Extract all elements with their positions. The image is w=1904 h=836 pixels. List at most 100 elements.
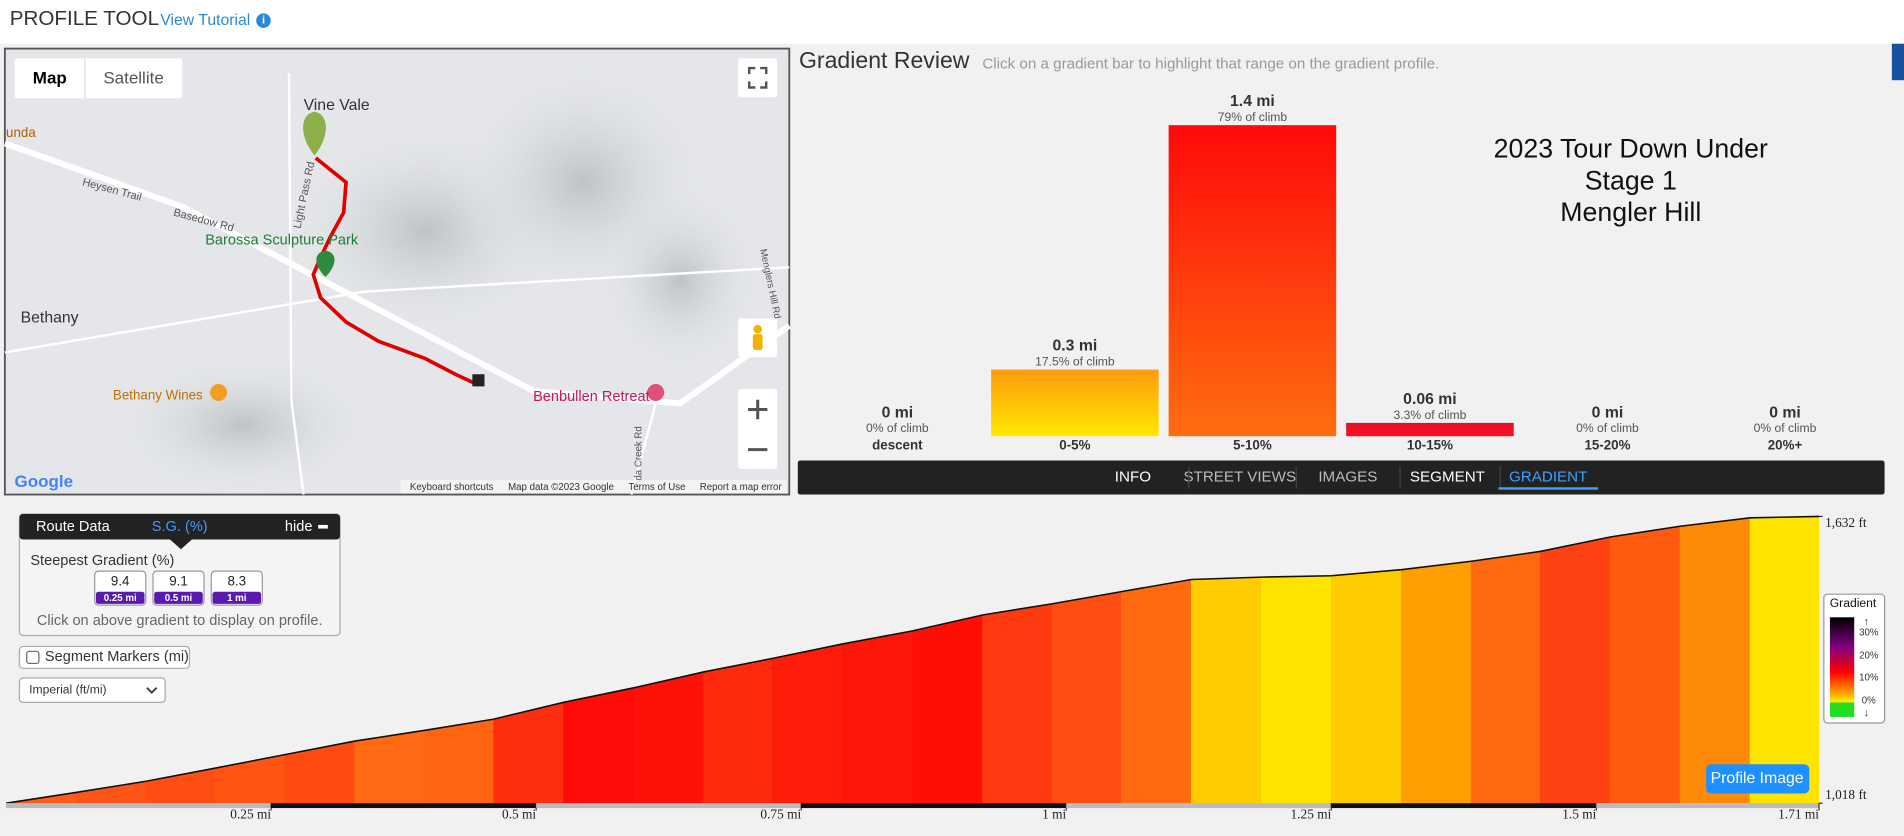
- tabs: INFO STREET VIEWS IMAGES SEGMENT GRADIENT: [1115, 466, 1598, 490]
- climb-label: 0% of climb: [1576, 421, 1639, 435]
- distance-badge: [95, 591, 145, 604]
- category-label: 5-10%: [1233, 437, 1272, 452]
- panel-tab[interactable]: S.G. (%): [152, 519, 208, 535]
- route-line: [311, 156, 475, 385]
- profile-segment: [633, 671, 705, 804]
- checkbox[interactable]: [26, 650, 40, 665]
- units-value: Imperial (ft/mi): [29, 682, 106, 696]
- profile-segment: [1679, 517, 1751, 804]
- y-tick-label: 1,632 ft: [1825, 515, 1867, 530]
- tab[interactable]: IMAGES: [1318, 469, 1377, 486]
- distance-label: 0.25 mi: [104, 593, 137, 604]
- gradient-value: 8.3: [227, 574, 246, 589]
- map-footer-link[interactable]: Report a map error: [700, 482, 783, 493]
- profile-segment: [493, 701, 565, 804]
- finish-marker: [472, 374, 485, 387]
- fullscreen-button[interactable]: [738, 58, 778, 98]
- profile-segment: [1052, 591, 1122, 804]
- tab[interactable]: GRADIENT: [1509, 469, 1587, 486]
- map-type-button[interactable]: Map: [33, 68, 67, 87]
- category-label: 10-15%: [1407, 437, 1453, 452]
- x-tick-label: 0.5 mi: [502, 806, 536, 821]
- x-axis-segment: [536, 803, 802, 809]
- main-road: [3, 140, 792, 407]
- route-panel: Route Data S.G. (%) hide Steepest Gradie…: [18, 513, 341, 637]
- button-label: Profile Image: [1711, 770, 1804, 787]
- map-label: Vine Vale: [304, 97, 370, 114]
- app-title: PROFILE TOOL: [10, 7, 159, 30]
- road: [630, 403, 657, 495]
- section-subtitle: Click on a gradient bar to highlight tha…: [982, 55, 1439, 72]
- legend-scale: [1829, 617, 1855, 717]
- map[interactable]: Vine Vale unda Heysen Trail Basedow Rd L…: [3, 47, 792, 499]
- x-axis-segment: [1331, 803, 1597, 809]
- tab[interactable]: INFO: [1115, 469, 1151, 486]
- x-axis-segment: [1596, 803, 1819, 809]
- zoom-in[interactable]: [747, 399, 768, 420]
- panel-tab[interactable]: Route Data: [36, 519, 111, 535]
- gradient-boxes: 9.4 0.25 mi 9.1 0.5 mi 8.3 1 mi: [94, 570, 263, 606]
- profile-segment: [1330, 569, 1402, 804]
- gradient-bar[interactable]: [1346, 422, 1514, 437]
- value-label: 0.3 mi: [1053, 338, 1098, 355]
- panel-heading: Steepest Gradient (%): [30, 553, 174, 569]
- profile-segment: [1121, 579, 1192, 804]
- pegman-icon: [753, 325, 762, 334]
- legend-arrow: ↑: [1864, 616, 1869, 628]
- gradient-bar[interactable]: [991, 369, 1159, 437]
- checkbox-label: Segment Markers (mi): [45, 649, 189, 665]
- map-label: nda Creek Rd: [633, 426, 644, 486]
- profile-segment: [1470, 551, 1541, 804]
- panel-note: Click on above gradient to display on pr…: [37, 613, 323, 629]
- climb-label: 0% of climb: [1754, 421, 1817, 435]
- hide-button[interactable]: hide: [285, 519, 313, 535]
- profile-segment: [1191, 576, 1262, 804]
- distance-badge: [154, 591, 203, 604]
- gradient-bar[interactable]: [1168, 125, 1337, 437]
- section-title: Gradient Review: [799, 47, 970, 73]
- info-icon[interactable]: [256, 13, 271, 28]
- category-label: 15-20%: [1584, 437, 1630, 452]
- map-type-control: [14, 58, 183, 99]
- climb-label: 17.5% of climb: [1035, 354, 1115, 368]
- profile-segment: [1749, 516, 1820, 804]
- category-label: 20%+: [1768, 437, 1803, 452]
- map-logo: Google: [15, 472, 74, 491]
- climb-label: 0% of climb: [866, 421, 929, 435]
- road: [4, 266, 790, 354]
- profile-segment: [703, 657, 773, 804]
- tutorial-link[interactable]: View Tutorial: [160, 12, 250, 29]
- tab[interactable]: STREET VIEWS: [1183, 469, 1296, 486]
- x-axis-segment: [801, 803, 1067, 809]
- map-footer-link[interactable]: Keyboard shortcuts: [410, 482, 494, 493]
- profile-image-button[interactable]: [1706, 764, 1810, 794]
- x-tick-label: 1 mi: [1042, 806, 1066, 821]
- map-footer: [400, 479, 787, 494]
- value-label: 0 mi: [1769, 404, 1801, 421]
- profile-segment: [1539, 536, 1611, 804]
- checkbox-field[interactable]: [18, 645, 191, 669]
- poi-marker: [316, 250, 335, 278]
- profile-segment: [1609, 525, 1681, 804]
- category-label: 0-5%: [1059, 437, 1090, 452]
- profile-segment: [424, 718, 495, 804]
- tab[interactable]: SEGMENT: [1410, 469, 1485, 486]
- hide-icon: [318, 524, 328, 529]
- units-select[interactable]: [18, 677, 166, 703]
- category-label: descent: [872, 437, 923, 452]
- gradient-value: 9.1: [169, 574, 188, 589]
- event-title: Mengler Hill: [1560, 197, 1701, 227]
- start-marker: [303, 111, 326, 156]
- tab-underline: [1498, 487, 1598, 490]
- profile-outline: [5, 515, 1820, 804]
- poi-marker: [210, 383, 228, 401]
- map-footer-link[interactable]: Terms of Use: [628, 482, 685, 493]
- distance-label: 0.5 mi: [165, 593, 193, 604]
- map-type-button[interactable]: Satellite: [103, 68, 163, 87]
- select-chevron: [146, 687, 158, 694]
- x-axis-segment: [271, 803, 537, 809]
- map-label: Benbullen Retreat: [533, 389, 650, 405]
- profile-segment: [912, 614, 983, 804]
